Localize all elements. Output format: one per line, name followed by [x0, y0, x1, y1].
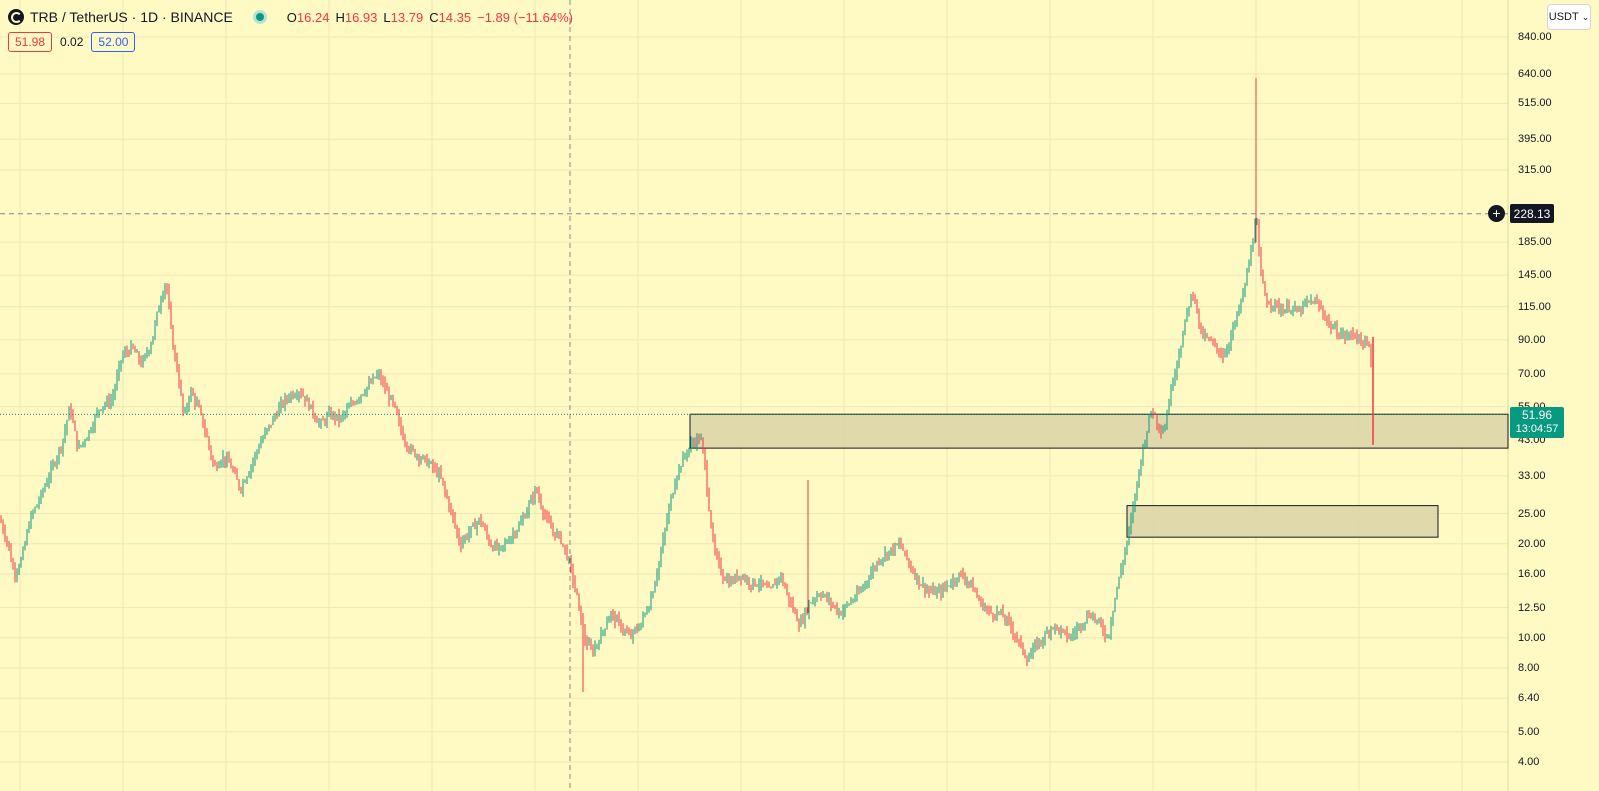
price-tick-label: 640.00	[1518, 67, 1552, 80]
candlestick-series	[0, 78, 1374, 693]
buy-price-button[interactable]: 52.00	[91, 32, 136, 52]
last-price-label: 51.96 13:04:57	[1510, 407, 1564, 438]
bar-countdown: 13:04:57	[1515, 423, 1559, 435]
ohlc-values: O16.24 H16.93 L13.79 C14.35 −1.89 (−11.6…	[287, 10, 573, 25]
price-tick-label: 90.00	[1518, 333, 1546, 346]
price-tick-label: 185.00	[1518, 236, 1552, 249]
currency-label: USDT	[1548, 11, 1579, 23]
price-tick-label: 115.00	[1518, 300, 1551, 313]
add-alert-plus-icon[interactable]: +	[1488, 205, 1505, 222]
crosshair-price-label: 228.13	[1510, 204, 1554, 223]
price-tick-label: 4.00	[1518, 756, 1540, 768]
price-tick-label: 5.00	[1518, 725, 1540, 738]
close-label: C	[429, 9, 439, 25]
bid-ask-row: 51.98 0.02 52.00	[8, 32, 136, 52]
last-price-value: 51.96	[1521, 408, 1553, 422]
market-status-icon[interactable]	[252, 10, 267, 24]
price-tick-label: 840.00	[1518, 31, 1552, 43]
currency-button[interactable]: USDT ⌄	[1547, 4, 1591, 30]
chevron-down-icon: ⌄	[1581, 11, 1590, 22]
low-label: L	[383, 9, 391, 25]
price-tick-label: 25.00	[1518, 507, 1546, 520]
price-tick-label: 12.50	[1518, 601, 1546, 614]
price-tick-label: 8.00	[1518, 662, 1540, 675]
zone-rectangles	[689, 413, 1509, 538]
chart-grid	[0, 0, 1509, 791]
sell-price-button[interactable]: 51.98	[8, 32, 53, 52]
legend-header: TRB / TetherUS · 1D · BINANCE O16.24 H16…	[8, 6, 573, 28]
open-label: O	[286, 9, 297, 25]
symbol-logo-icon[interactable]	[8, 9, 24, 25]
price-tick-label: 145.00	[1518, 269, 1552, 282]
spread-value: 0.02	[60, 35, 84, 49]
price-axis[interactable]: 840.00 640.00 515.00 395.00 315.00 185.00 145.…	[1508, 0, 1599, 791]
chart-lines	[0, 0, 1508, 791]
price-tick-label: 515.00	[1518, 97, 1552, 110]
price-tick-label: 33.00	[1518, 469, 1546, 482]
close-value: 14.35	[438, 9, 472, 25]
symbol-title[interactable]: TRB / TetherUS · 1D · BINANCE	[30, 9, 233, 25]
price-tick-label: 70.00	[1518, 367, 1546, 380]
price-tick-label: 16.00	[1518, 568, 1546, 581]
price-tick-label: 20.00	[1518, 537, 1546, 550]
price-tick-label: 395.00	[1518, 133, 1552, 146]
high-label: H	[335, 9, 345, 25]
price-tick-label: 315.00	[1518, 163, 1552, 176]
support-zone	[689, 413, 1509, 449]
support-zone	[1126, 505, 1439, 538]
low-value: 13.79	[390, 9, 424, 25]
price-tick-label: 6.40	[1518, 692, 1540, 705]
high-value: 16.93	[344, 9, 378, 25]
open-value: 16.24	[296, 9, 330, 25]
price-change: −1.89 (−11.64%)	[477, 9, 574, 25]
price-tick-label: 10.00	[1518, 631, 1546, 644]
